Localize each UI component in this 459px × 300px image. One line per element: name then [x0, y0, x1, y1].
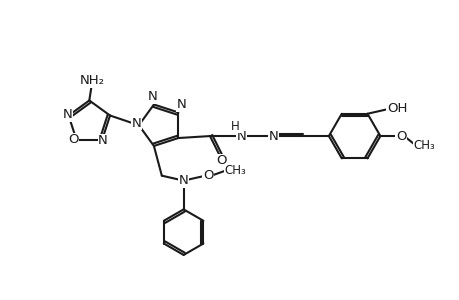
- Text: NH₂: NH₂: [79, 74, 105, 87]
- Text: N: N: [132, 117, 141, 130]
- Text: O: O: [216, 154, 227, 167]
- Text: O: O: [68, 134, 78, 146]
- Text: N: N: [179, 174, 188, 187]
- Text: CH₃: CH₃: [224, 164, 246, 177]
- Text: OH: OH: [386, 102, 407, 115]
- Text: O: O: [395, 130, 406, 142]
- Text: N: N: [268, 130, 278, 142]
- Text: N: N: [98, 134, 108, 147]
- Text: N: N: [236, 130, 246, 142]
- Text: N: N: [176, 98, 186, 111]
- Text: O: O: [203, 169, 213, 182]
- Text: N: N: [148, 90, 157, 103]
- Text: N: N: [62, 108, 73, 121]
- Text: H: H: [231, 120, 240, 133]
- Text: CH₃: CH₃: [412, 140, 434, 152]
